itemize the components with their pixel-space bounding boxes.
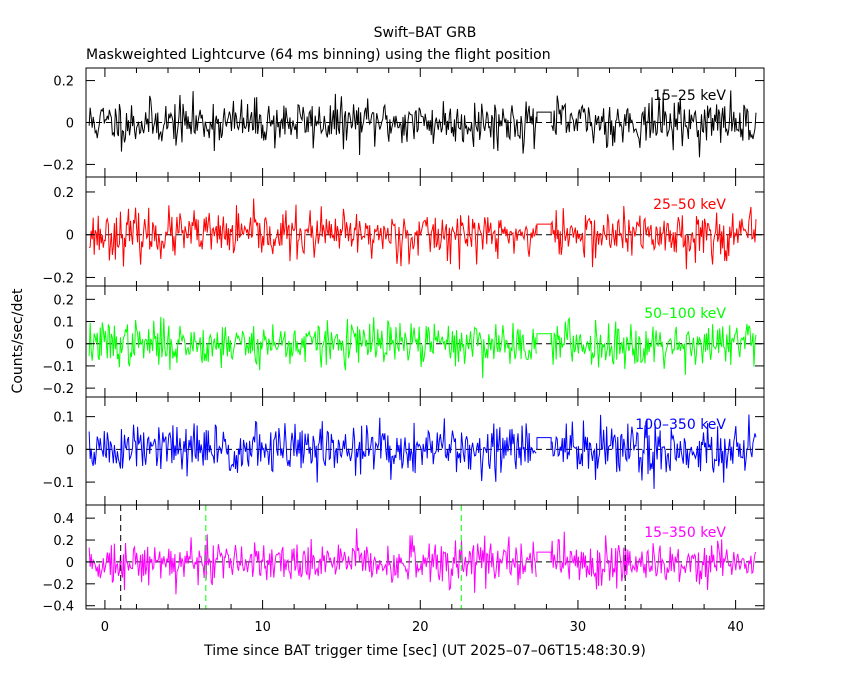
y-tick-label: 0.2 xyxy=(53,534,74,549)
gap-step xyxy=(536,111,552,123)
series-line-part-1 xyxy=(88,528,537,595)
series-line-part-2 xyxy=(550,205,757,270)
y-tick-label: 0 xyxy=(66,338,74,353)
y-tick-label: −0.2 xyxy=(42,578,74,593)
x-tick-label: 30 xyxy=(570,620,587,635)
y-tick-label: 0 xyxy=(66,443,74,458)
series-line-part-2 xyxy=(550,531,757,591)
y-tick-label: 0.2 xyxy=(53,186,74,201)
y-tick-label: 0 xyxy=(66,556,74,571)
y-tick-label: 0.4 xyxy=(53,512,74,527)
panel-energy-label: 50–100 keV xyxy=(644,306,726,322)
series-line-part-1 xyxy=(88,198,537,270)
panel-frame xyxy=(85,285,765,398)
panel-frame xyxy=(85,176,765,287)
gap-step xyxy=(536,551,552,562)
y-tick-label: −0.2 xyxy=(42,158,74,173)
y-tick-label: 0.1 xyxy=(53,316,74,331)
y-tick-label: 0.2 xyxy=(53,75,74,90)
panel-frame xyxy=(85,504,765,610)
y-tick-label: 0 xyxy=(66,117,74,132)
y-tick-label: −0.1 xyxy=(42,360,74,375)
gap-step xyxy=(536,333,552,344)
y-tick-label: 0.2 xyxy=(53,293,74,308)
y-tick-label: 0.1 xyxy=(53,411,74,426)
series-line-part-1 xyxy=(88,91,537,155)
y-tick-label: 0 xyxy=(66,229,74,244)
y-tick-label: −0.2 xyxy=(42,382,74,397)
x-tick-label: 10 xyxy=(254,620,271,635)
series-line-part-2 xyxy=(550,316,757,375)
y-axis-label: Counts/sec/det xyxy=(10,288,26,393)
panel-energy-label: 100–350 keV xyxy=(635,417,726,433)
gap-step xyxy=(536,223,552,235)
chart-title: Swift–BAT GRB xyxy=(374,25,477,41)
x-tick-label: 40 xyxy=(727,620,744,635)
y-tick-label: −0.4 xyxy=(42,600,74,615)
y-tick-label: −0.2 xyxy=(42,271,74,286)
panel-energy-label: 15–25 keV xyxy=(653,88,726,104)
x-axis-label: Time since BAT trigger time [sec] (UT 20… xyxy=(203,643,646,659)
series-line-part-1 xyxy=(88,316,537,379)
panels-group: −0.2 0 0.2 15–25 keV −0.2 0 0.2 25–50 keV −0.2 −0… xyxy=(42,67,765,635)
gap-step xyxy=(536,437,552,450)
panel-energy-label: 15–350 keV xyxy=(644,525,726,541)
x-tick-label: 0 xyxy=(101,620,109,635)
x-tick-label: 20 xyxy=(412,620,429,635)
panel-energy-label: 25–50 keV xyxy=(653,197,726,213)
series-line-part-2 xyxy=(551,414,757,489)
chart-subtitle: Maskweighted Lightcurve (64 ms binning) … xyxy=(86,47,551,63)
series-line-part-1 xyxy=(88,417,537,483)
series-line-part-2 xyxy=(551,90,757,158)
y-tick-label: −0.1 xyxy=(42,476,74,491)
